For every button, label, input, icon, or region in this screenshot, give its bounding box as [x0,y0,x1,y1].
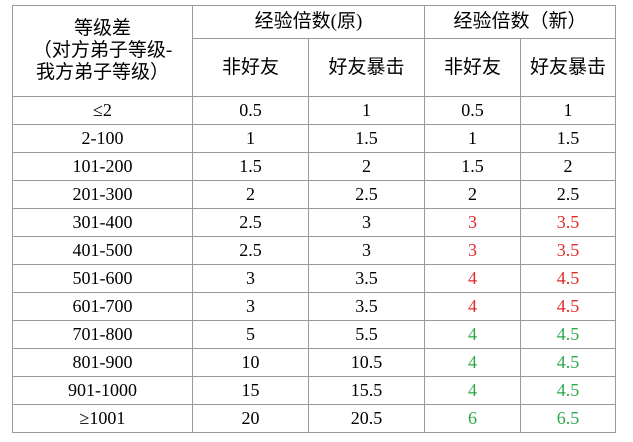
multiplier-cell: 3.5 [308,264,425,293]
multiplier-cell: 5.5 [308,320,425,349]
multiplier-cell: 3.5 [520,236,616,265]
level-cell: 201-300 [12,180,193,209]
data-row: 901-1000 15 15.5 4 4.5 [12,376,616,405]
multiplier-cell: 4.5 [520,292,616,321]
level-cell: 801-900 [12,348,193,377]
level-cell: 301-400 [12,208,193,237]
column-header: 好友暴击 [308,38,425,97]
multiplier-cell: 1.5 [520,124,616,153]
multiplier-cell: 1.5 [424,152,521,181]
multiplier-cell: 4 [424,292,521,321]
data-row: 401-500 2.5 3 3 3.5 [12,236,616,265]
data-row: 701-800 5 5.5 4 4.5 [12,320,616,349]
level-cell: 501-600 [12,264,193,293]
multiplier-cell: 1 [520,96,616,125]
header-cell: 等级差 （对方弟子等级- 我方弟子等级） [12,5,193,97]
data-row: ≥1001 20 20.5 6 6.5 [12,404,616,433]
multiplier-cell: 10.5 [308,348,425,377]
multiplier-cell: 4.5 [520,348,616,377]
multiplier-cell: 2.5 [192,208,309,237]
data-row: 301-400 2.5 3 3 3.5 [12,208,616,237]
multiplier-cell: 2.5 [520,180,616,209]
multiplier-cell: 2.5 [192,236,309,265]
header-row: 等级差 （对方弟子等级- 我方弟子等级） 经验倍数(原) 经验倍数（新） [12,5,616,97]
column-header: 好友暴击 [520,38,616,97]
multiplier-cell: 1.5 [192,152,309,181]
column-header: 非好友 [192,38,309,97]
multiplier-cell: 3 [308,236,425,265]
multiplier-cell: 4 [424,320,521,349]
multiplier-cell: 4.5 [520,320,616,349]
multiplier-cell: 3 [424,236,521,265]
multiplier-cell: 15.5 [308,376,425,405]
multiplier-cell: 6.5 [520,404,616,433]
multiplier-cell: 4 [424,376,521,405]
multiplier-cell: 3 [192,292,309,321]
multiplier-cell: 2 [308,152,425,181]
column-header: 非好友 [424,38,521,97]
multiplier-cell: 15 [192,376,309,405]
experience-table: 等级差 （对方弟子等级- 我方弟子等级） 经验倍数(原) 经验倍数（新） 非好友… [12,5,616,433]
multiplier-cell: 20 [192,404,309,433]
level-cell: 401-500 [12,236,193,265]
multiplier-cell: 3 [308,208,425,237]
group-header: 经验倍数(原) [192,5,425,39]
data-row: 501-600 3 3.5 4 4.5 [12,264,616,293]
multiplier-cell: 6 [424,404,521,433]
level-cell: 901-1000 [12,376,193,405]
level-cell: 2-100 [12,124,193,153]
multiplier-cell: 2 [520,152,616,181]
multiplier-cell: 4 [424,348,521,377]
multiplier-cell: 1 [308,96,425,125]
multiplier-cell: 2 [192,180,309,209]
header-line: （对方弟子等级- [32,40,173,62]
data-row: 101-200 1.5 2 1.5 2 [12,152,616,181]
multiplier-cell: 4 [424,264,521,293]
multiplier-cell: 3 [192,264,309,293]
level-cell: ≤2 [12,96,193,125]
group-header: 经验倍数（新） [424,5,616,39]
level-cell: 701-800 [12,320,193,349]
multiplier-cell: 20.5 [308,404,425,433]
multiplier-cell: 4.5 [520,264,616,293]
level-cell: 101-200 [12,152,193,181]
header-row: 非好友 好友暴击 非好友 好友暴击 [13,38,616,97]
multiplier-cell: 0.5 [424,96,521,125]
multiplier-cell: 3 [424,208,521,237]
multiplier-cell: 2 [424,180,521,209]
table-body: 等级差 （对方弟子等级- 我方弟子等级） 经验倍数(原) 经验倍数（新） 非好友… [12,5,616,433]
multiplier-cell: 4.5 [520,376,616,405]
data-row: 801-900 10 10.5 4 4.5 [12,348,616,377]
multiplier-cell: 3.5 [520,208,616,237]
header-line: 等级差 [73,18,131,40]
data-row: 201-300 2 2.5 2 2.5 [12,180,616,209]
multiplier-cell: 10 [192,348,309,377]
multiplier-cell: 1.5 [308,124,425,153]
multiplier-cell: 2.5 [308,180,425,209]
multiplier-cell: 3.5 [308,292,425,321]
data-row: ≤2 0.5 1 0.5 1 [12,96,616,125]
level-cell: 601-700 [12,292,193,321]
multiplier-cell: 0.5 [192,96,309,125]
multiplier-cell: 5 [192,320,309,349]
multiplier-cell: 1 [424,124,521,153]
data-row: 2-100 1 1.5 1 1.5 [12,124,616,153]
level-cell: ≥1001 [12,404,193,433]
data-row: 601-700 3 3.5 4 4.5 [12,292,616,321]
header-line: 我方弟子等级） [35,61,169,83]
multiplier-cell: 1 [192,124,309,153]
